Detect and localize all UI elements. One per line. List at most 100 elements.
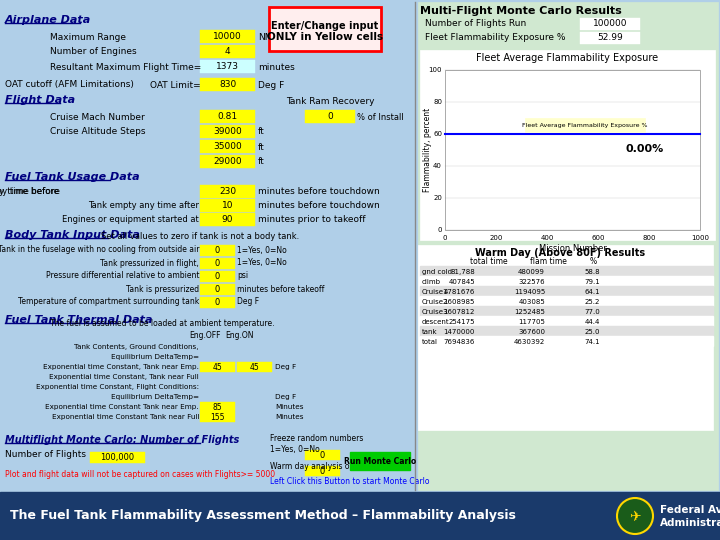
Text: minutes before takeoff: minutes before takeoff: [237, 285, 325, 294]
Text: 100,000: 100,000: [100, 453, 135, 462]
Text: 0: 0: [320, 450, 325, 460]
Text: Tank Contents, Ground Conditions,: Tank Contents, Ground Conditions,: [74, 344, 199, 350]
Text: 0: 0: [215, 259, 220, 268]
Text: Number of Flights Run: Number of Flights Run: [425, 19, 526, 29]
Text: OAT cutoff (AFM Limitations): OAT cutoff (AFM Limitations): [5, 80, 134, 90]
Text: 407845: 407845: [449, 279, 475, 285]
Text: 74.1: 74.1: [585, 339, 600, 345]
Text: minutes before touchdown: minutes before touchdown: [258, 187, 379, 197]
Bar: [580, 18, 640, 30]
Text: Equilibrium DeltaTemp=: Equilibrium DeltaTemp=: [111, 394, 199, 400]
Text: Pressure differential relative to ambient: Pressure differential relative to ambien…: [45, 272, 199, 280]
Text: Warm day analysis only: Warm day analysis only: [270, 462, 361, 471]
Text: % of Install: % of Install: [357, 112, 404, 122]
Text: 0.81: 0.81: [217, 112, 238, 121]
Text: Number of Engines: Number of Engines: [50, 48, 137, 57]
Text: Eng.ON: Eng.ON: [226, 332, 254, 341]
Text: 90: 90: [222, 215, 233, 224]
Text: 117705: 117705: [518, 319, 545, 325]
Bar: [200, 284, 235, 295]
Text: Exponential time Constant Tank near Emp.: Exponential time Constant Tank near Emp.: [45, 404, 199, 410]
Text: Engines or equipment started at: Engines or equipment started at: [62, 215, 199, 225]
Bar: [200, 78, 255, 91]
Text: 1252485: 1252485: [514, 309, 545, 315]
Text: 400: 400: [540, 235, 554, 241]
Text: Eng.OFF: Eng.OFF: [189, 332, 221, 341]
Text: 1000: 1000: [691, 235, 709, 241]
Text: 0: 0: [327, 112, 333, 121]
Text: ft: ft: [258, 127, 265, 137]
Text: Tank in the fuselage with no cooling from outside air: Tank in the fuselage with no cooling fro…: [0, 246, 199, 254]
Text: Enter/Change input: Enter/Change input: [271, 21, 379, 31]
Text: Cruise3: Cruise3: [422, 309, 449, 315]
Text: tank: tank: [422, 329, 438, 335]
Text: Temperature of compartment surrounding tank: Temperature of compartment surrounding t…: [18, 298, 199, 307]
Text: Tank is pressurized: Tank is pressurized: [126, 285, 199, 294]
Text: minutes before touchdown: minutes before touchdown: [258, 201, 379, 211]
Text: Fleet Flammability Exposure %: Fleet Flammability Exposure %: [425, 33, 565, 43]
Text: Cruise Mach Number: Cruise Mach Number: [50, 112, 145, 122]
Text: 100: 100: [428, 67, 442, 73]
Text: 1194095: 1194095: [514, 289, 545, 295]
Text: Mission Number: Mission Number: [539, 244, 606, 253]
Text: psi: psi: [237, 272, 248, 280]
Text: 155: 155: [210, 413, 225, 422]
Text: %: %: [590, 256, 597, 266]
Text: 20: 20: [433, 195, 442, 201]
Text: Fuel Tank Usage Data: Fuel Tank Usage Data: [5, 172, 140, 182]
Bar: [200, 213, 255, 226]
Text: Tank Full any time before: Tank Full any time before: [0, 187, 60, 197]
Text: Body Tank Input Data: Body Tank Input Data: [5, 230, 140, 240]
Text: 1373: 1373: [216, 62, 239, 71]
Text: 85: 85: [212, 402, 222, 411]
Text: Fleet Average Flammability Exposure %: Fleet Average Flammability Exposure %: [522, 123, 648, 127]
Text: total: total: [422, 339, 438, 345]
Text: Multi-Flight Monte Carlo Results: Multi-Flight Monte Carlo Results: [420, 6, 622, 16]
Text: Cruise1: Cruise1: [422, 289, 449, 295]
Bar: [200, 155, 255, 168]
Text: ft: ft: [258, 158, 265, 166]
Text: Set all values to zero if tank is not a body tank.: Set all values to zero if tank is not a …: [101, 232, 299, 241]
Text: 4630392: 4630392: [514, 339, 545, 345]
Bar: [237, 362, 272, 372]
Bar: [200, 245, 235, 256]
Bar: [200, 140, 255, 153]
Text: Number of Flights: Number of Flights: [5, 450, 86, 459]
Text: 29000: 29000: [213, 157, 242, 166]
Text: 45: 45: [212, 362, 222, 372]
Text: 254175: 254175: [449, 319, 475, 325]
Text: 7694836: 7694836: [444, 339, 475, 345]
Text: 200: 200: [490, 235, 503, 241]
Bar: [200, 258, 235, 269]
Text: Multiflight Monte Carlo: Number of Flights: Multiflight Monte Carlo: Number of Fligh…: [5, 435, 239, 445]
Text: Cruise Altitude Steps: Cruise Altitude Steps: [50, 127, 145, 137]
Text: flam time: flam time: [530, 256, 567, 266]
Text: 480099: 480099: [518, 269, 545, 275]
Text: descent: descent: [422, 319, 449, 325]
Text: 40: 40: [433, 163, 442, 169]
Text: Tank Ram Recovery: Tank Ram Recovery: [286, 97, 374, 106]
Text: Cruise2: Cruise2: [422, 299, 449, 305]
Text: 35000: 35000: [213, 142, 242, 151]
Text: 0: 0: [215, 272, 220, 281]
Text: NM: NM: [258, 32, 272, 42]
Text: Warm Day (Above 80F) Results: Warm Day (Above 80F) Results: [475, 248, 645, 258]
Text: 45: 45: [250, 362, 259, 372]
Bar: [200, 402, 235, 412]
Text: 77.0: 77.0: [584, 309, 600, 315]
Text: 600: 600: [591, 235, 605, 241]
FancyBboxPatch shape: [269, 7, 381, 51]
Text: gnd cold: gnd cold: [422, 269, 452, 275]
Text: Maximum Range: Maximum Range: [50, 32, 126, 42]
Text: 0: 0: [438, 227, 442, 233]
Text: Minutes: Minutes: [275, 404, 304, 410]
Text: Tank pressurized in flight,: Tank pressurized in flight,: [100, 259, 199, 267]
Bar: [420, 316, 713, 326]
Bar: [305, 450, 340, 460]
Text: 800: 800: [642, 235, 656, 241]
Text: 0: 0: [320, 467, 325, 476]
Text: 1607812: 1607812: [444, 309, 475, 315]
Text: minutes prior to takeoff: minutes prior to takeoff: [258, 215, 366, 225]
Text: 4: 4: [225, 47, 230, 56]
Text: Exponential time Constant Tank near Full: Exponential time Constant Tank near Full: [52, 414, 199, 420]
